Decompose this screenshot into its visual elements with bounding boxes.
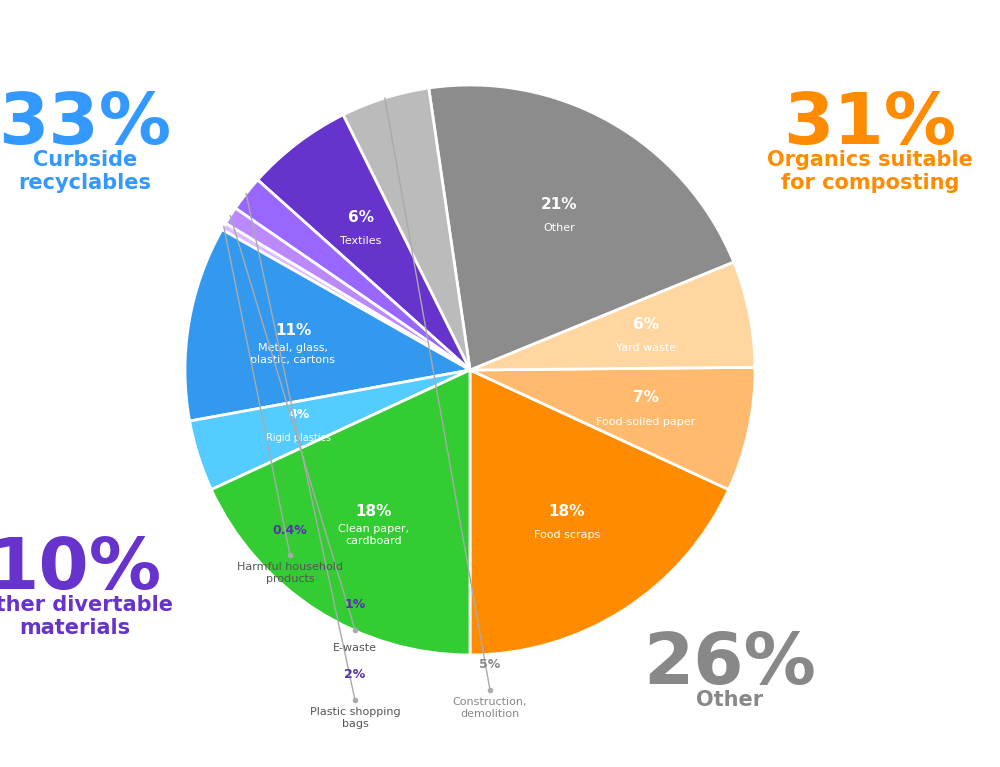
Text: Other: Other (543, 223, 575, 233)
Text: 5%: 5% (479, 659, 501, 671)
Text: 0.4%: 0.4% (273, 524, 307, 536)
Text: 18%: 18% (355, 504, 391, 518)
Wedge shape (343, 88, 470, 370)
Wedge shape (470, 370, 729, 655)
Wedge shape (470, 367, 755, 489)
Text: Yard waste: Yard waste (616, 344, 676, 354)
Wedge shape (470, 262, 755, 370)
Wedge shape (226, 208, 470, 370)
Text: Harmful household
products: Harmful household products (237, 562, 343, 584)
Wedge shape (185, 229, 470, 421)
Text: 31%: 31% (783, 90, 957, 159)
Wedge shape (235, 180, 470, 370)
Text: Curbside
recyclables: Curbside recyclables (18, 150, 152, 193)
Text: 33%: 33% (0, 90, 172, 159)
Text: E-waste: E-waste (333, 643, 377, 653)
Text: 7%: 7% (633, 390, 658, 405)
Wedge shape (429, 85, 734, 370)
Text: Organics suitable
for composting: Organics suitable for composting (767, 150, 973, 193)
Text: 21%: 21% (541, 196, 577, 212)
Text: Plastic shopping
bags: Plastic shopping bags (310, 707, 400, 729)
Wedge shape (190, 370, 470, 489)
Text: 18%: 18% (549, 504, 585, 518)
Wedge shape (258, 115, 470, 370)
Wedge shape (211, 370, 470, 655)
Text: Other divertable
materials: Other divertable materials (0, 595, 173, 638)
Text: Metal, glass,
plastic, cartons: Metal, glass, plastic, cartons (250, 344, 335, 365)
Wedge shape (222, 223, 470, 370)
Text: Rigid plastics: Rigid plastics (266, 433, 331, 443)
Text: Other: Other (696, 690, 764, 710)
Text: 1%: 1% (344, 598, 366, 611)
Text: 6%: 6% (633, 317, 659, 332)
Text: Food scraps: Food scraps (534, 530, 600, 540)
Text: Construction,
demolition: Construction, demolition (453, 697, 527, 719)
Text: 26%: 26% (644, 630, 816, 699)
Text: Clean paper,
cardboard: Clean paper, cardboard (338, 525, 409, 546)
Text: 11%: 11% (275, 323, 311, 337)
Text: 10%: 10% (0, 535, 162, 604)
Text: 2%: 2% (344, 669, 366, 682)
Text: Textiles: Textiles (340, 236, 382, 246)
Text: 6%: 6% (348, 209, 374, 225)
Text: Food-soiled paper: Food-soiled paper (596, 416, 695, 426)
Text: 4%: 4% (288, 408, 309, 420)
